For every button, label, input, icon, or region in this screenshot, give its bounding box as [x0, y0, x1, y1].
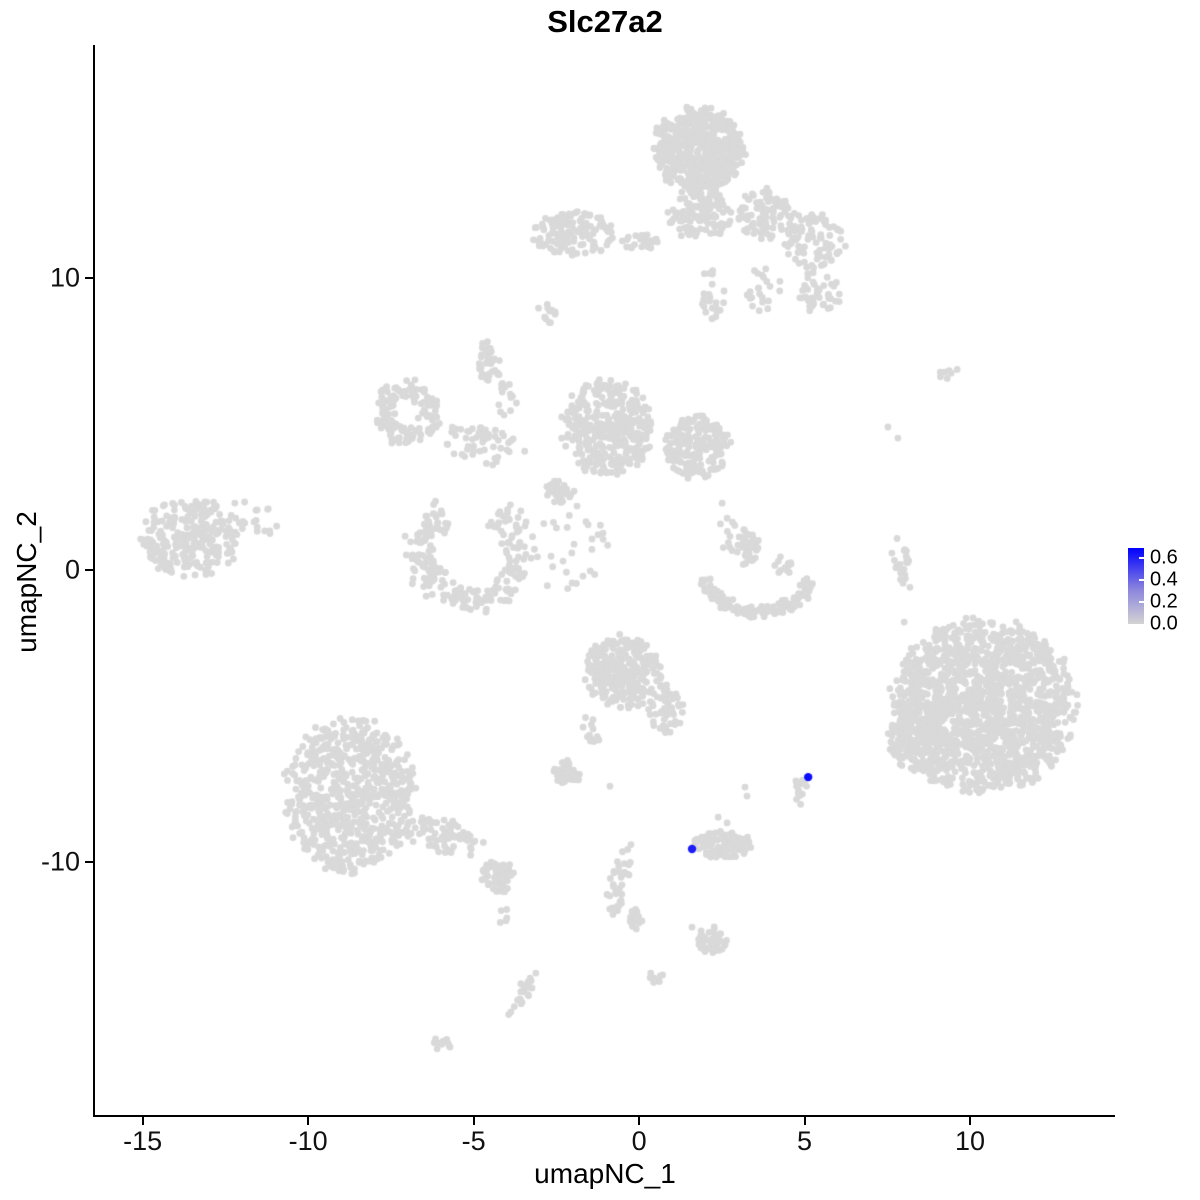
legend-value-label: 0.6: [1150, 546, 1178, 569]
y-tick-label: 0: [64, 554, 80, 585]
x-tick-mark: [803, 1117, 806, 1125]
legend-gradient-bar: [1128, 548, 1144, 624]
y-tick-mark: [85, 277, 93, 280]
plot-title: Slc27a2: [547, 4, 663, 39]
x-tick-label: 0: [631, 1126, 647, 1156]
x-tick-mark: [638, 1117, 641, 1125]
legend-tick-mark: [1139, 578, 1144, 581]
legend-tick-mark: [1139, 556, 1144, 559]
x-axis-title: umapNC_1: [534, 1158, 676, 1189]
legend-tick-mark: [1139, 600, 1144, 603]
x-tick-label: -15: [123, 1126, 163, 1156]
y-tick-mark: [85, 861, 93, 864]
legend-value-label: 0.0: [1150, 612, 1178, 635]
x-tick-mark: [141, 1117, 144, 1125]
x-tick-mark: [969, 1117, 972, 1125]
legend-value-label: 0.4: [1150, 568, 1178, 591]
x-axis-line: [93, 1115, 1115, 1117]
y-tick-label: 10: [49, 262, 80, 293]
x-tick-mark: [472, 1117, 475, 1125]
legend-value-label: 0.2: [1150, 590, 1178, 613]
y-axis-title: umapNC_2: [11, 511, 42, 653]
y-tick-label: -10: [40, 846, 80, 877]
x-tick-label: 10: [955, 1126, 986, 1156]
x-tick-label: -5: [461, 1126, 486, 1156]
x-tick-mark: [307, 1117, 310, 1125]
x-tick-label: -10: [288, 1126, 328, 1156]
y-axis-line: [93, 45, 95, 1117]
y-tick-mark: [85, 569, 93, 572]
x-tick-label: 5: [797, 1126, 813, 1156]
